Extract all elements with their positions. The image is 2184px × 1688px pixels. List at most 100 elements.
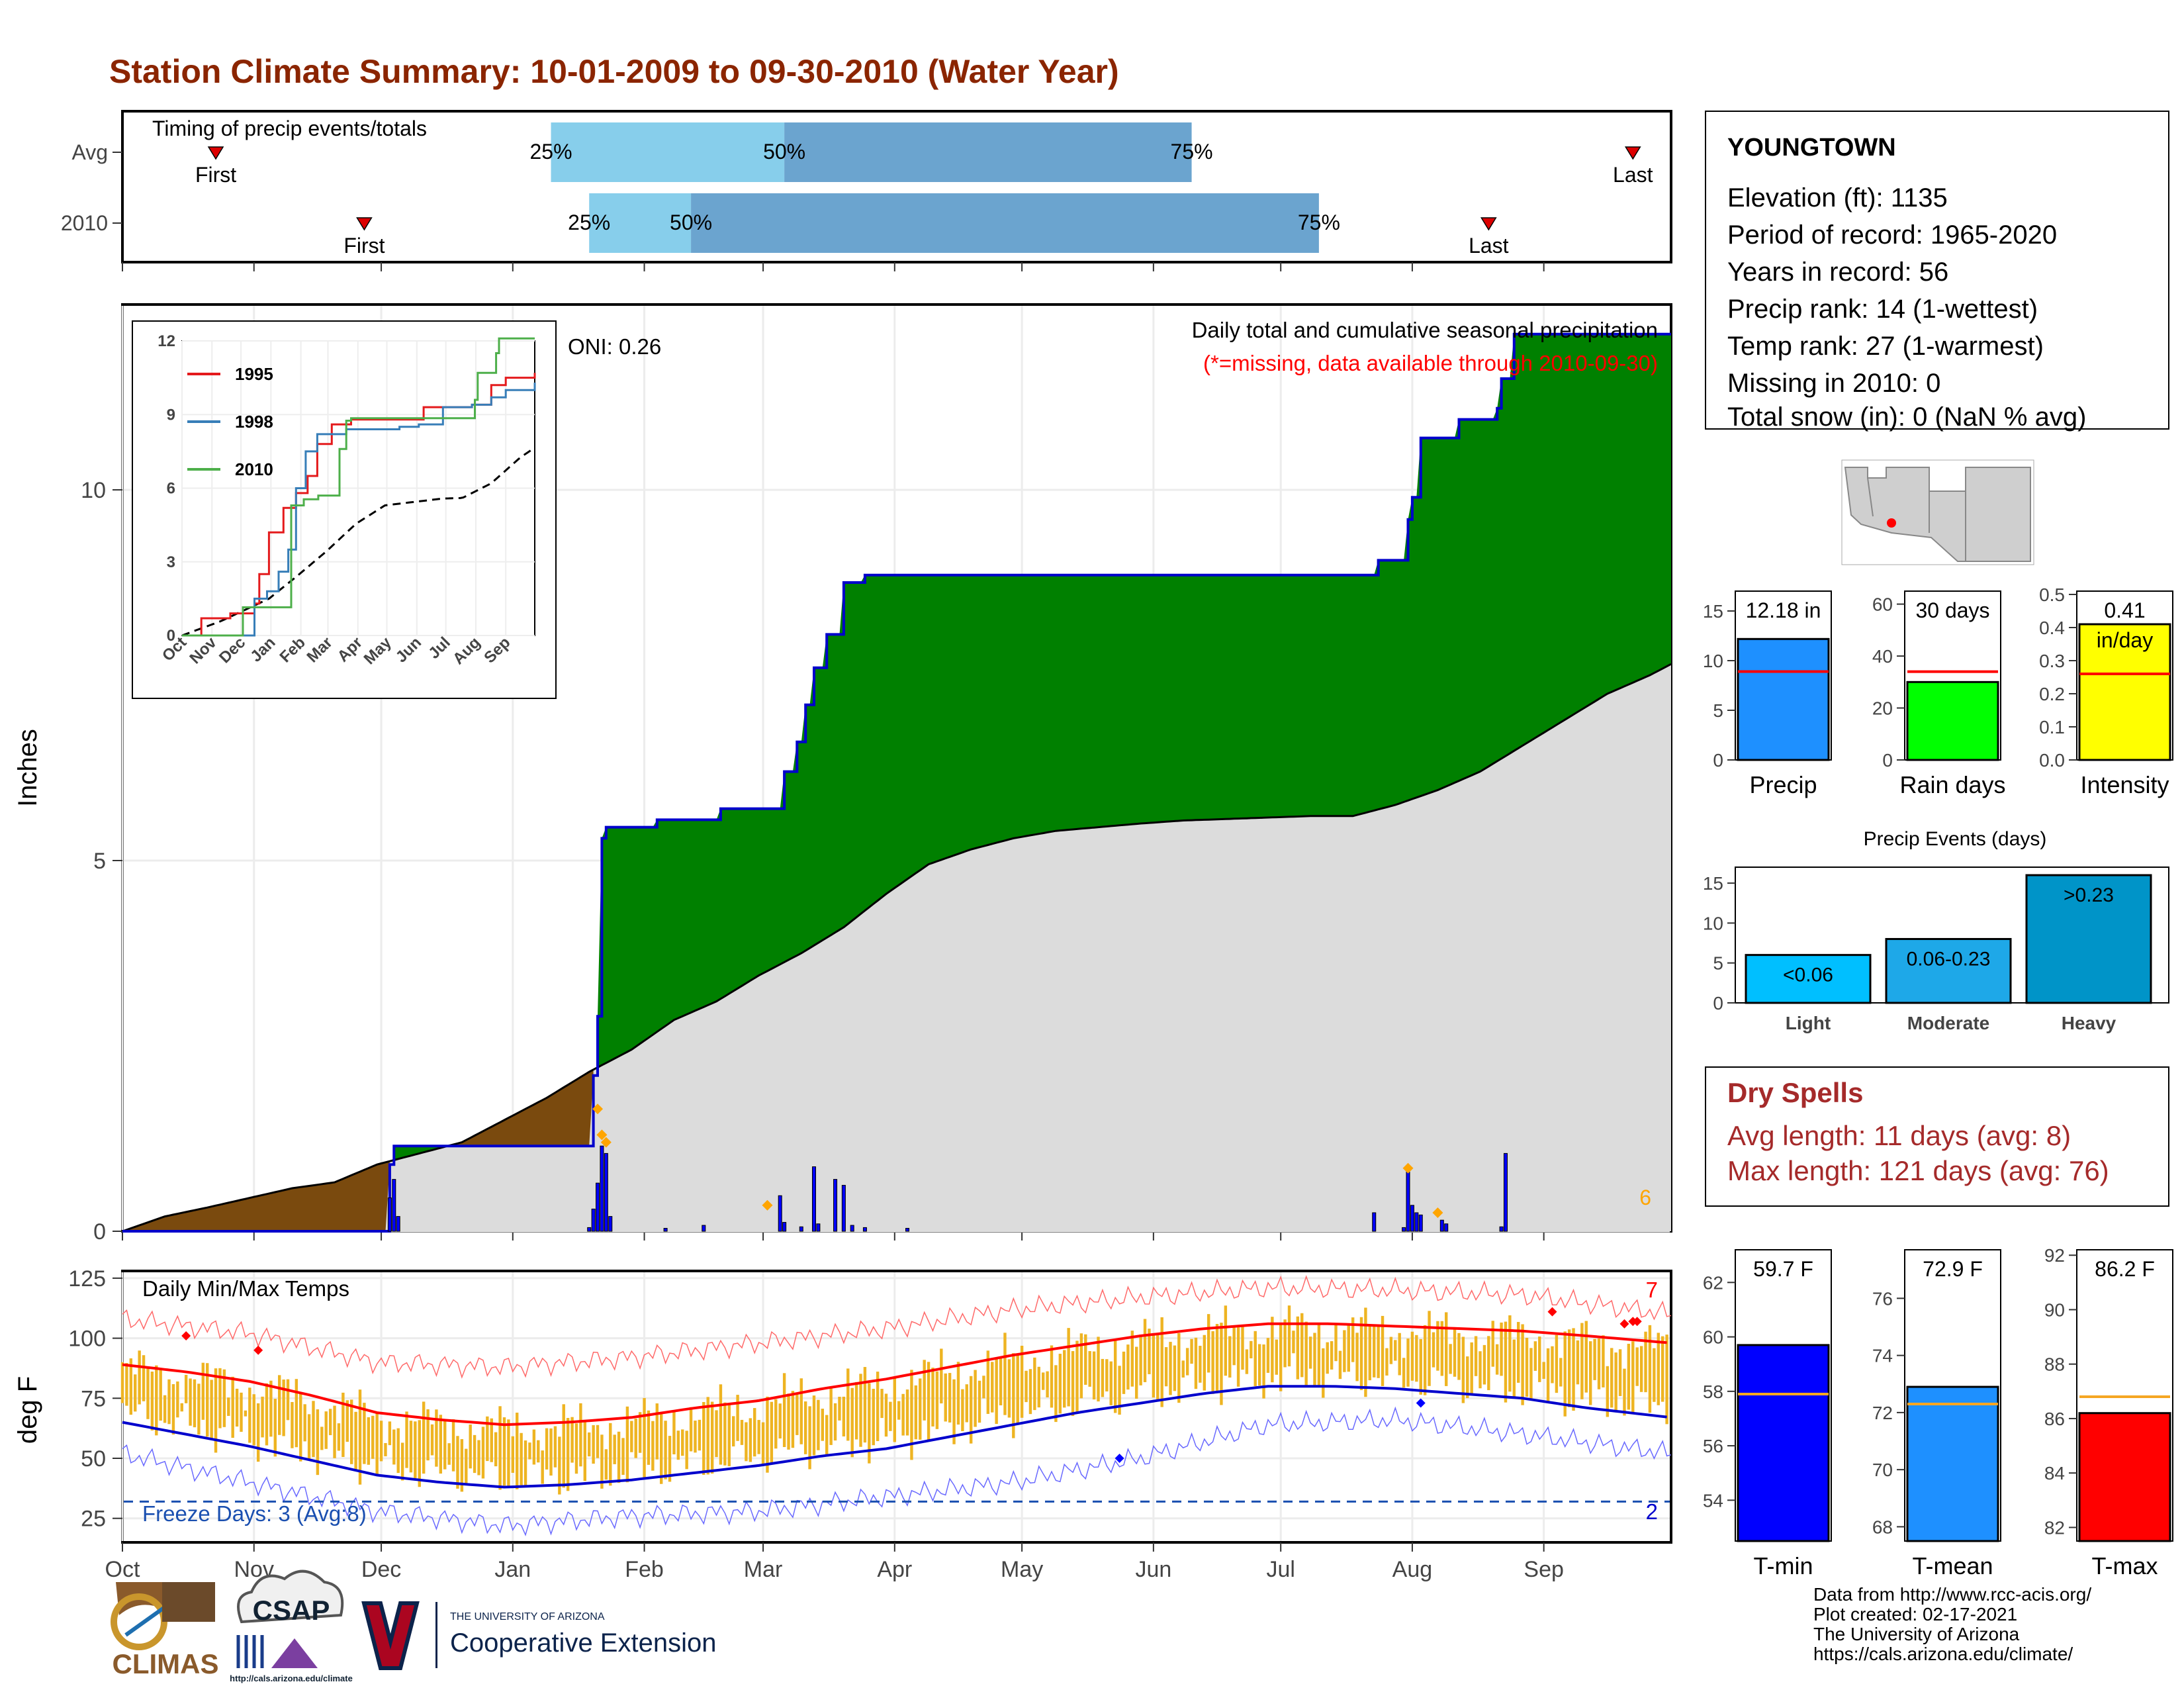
daily-temp-bar bbox=[592, 1425, 595, 1464]
record-low-line bbox=[122, 1406, 1672, 1536]
daily-temp-bar bbox=[193, 1379, 197, 1428]
event-bar bbox=[1745, 954, 1872, 1004]
daily-temp-bar bbox=[1020, 1345, 1024, 1418]
daily-temp-bar bbox=[456, 1436, 459, 1489]
daily-temp-bar bbox=[171, 1383, 175, 1435]
station-line: Temp rank: 27 (1-warmest) bbox=[1727, 332, 2044, 361]
station-line: Missing in 2010: 0 bbox=[1727, 369, 1940, 398]
daily-temp-bar bbox=[150, 1371, 154, 1430]
missing-marker bbox=[762, 1199, 773, 1211]
record-high-marker bbox=[1619, 1319, 1629, 1329]
daily-temp-bar bbox=[553, 1426, 557, 1468]
daily-temp-bar bbox=[1495, 1344, 1499, 1375]
daily-temp-bar bbox=[465, 1448, 468, 1484]
daily-temp-bar bbox=[1199, 1346, 1202, 1383]
timing-bar-q2 bbox=[784, 122, 1192, 182]
daily-temp-bar bbox=[668, 1436, 672, 1482]
daily-temp-bar bbox=[1262, 1344, 1265, 1399]
daily-precip-bar bbox=[816, 1223, 821, 1232]
daily-temp-bar bbox=[1623, 1368, 1626, 1416]
daily-temp-bar bbox=[583, 1422, 586, 1481]
precip-summary-1-category-label: Rain days bbox=[1899, 771, 2005, 798]
daily-precip-bar bbox=[396, 1216, 400, 1232]
events-chart: Precip Events (days) 0 5 10 15 <0.06 Light 0.0… bbox=[1703, 828, 2169, 1033]
precip-summary-1-ytick-label: 20 bbox=[1872, 698, 1893, 719]
event-category-label: Moderate bbox=[1907, 1013, 1989, 1033]
climas-logo: CLIMAS bbox=[111, 1582, 219, 1679]
month-tick-label: Sep bbox=[1524, 1557, 1564, 1582]
daily-temp-bar bbox=[265, 1383, 269, 1446]
event-bar bbox=[1885, 938, 2012, 1004]
daily-temp-bar bbox=[1343, 1330, 1346, 1372]
precip-summary-1-value-label: 30 days bbox=[1915, 598, 1989, 622]
daily-temp-bar bbox=[1449, 1344, 1452, 1374]
daily-temp-bar bbox=[502, 1417, 506, 1486]
record-high-marker bbox=[253, 1345, 263, 1355]
avg-cumulative-line bbox=[122, 663, 1672, 1233]
precip-summary-2-ytick-label: 0.1 bbox=[2039, 717, 2065, 737]
events-ytick-label: 10 bbox=[1703, 913, 1723, 933]
daily-temp-bar bbox=[1639, 1346, 1643, 1392]
daily-temp-bar bbox=[1190, 1338, 1193, 1364]
daily-temp-bar bbox=[676, 1430, 680, 1460]
daily-temp-bar bbox=[222, 1369, 226, 1427]
temp-summary-2-ytick-label: 82 bbox=[2044, 1517, 2065, 1538]
daily-temp-bar bbox=[574, 1423, 578, 1474]
daily-temp-bar bbox=[1415, 1335, 1418, 1382]
daily-temp-bar bbox=[125, 1363, 128, 1406]
daily-temp-bar bbox=[796, 1393, 799, 1435]
daily-temp-bar bbox=[689, 1407, 693, 1452]
inset-ytick-label: 6 bbox=[167, 480, 175, 498]
daily-temp-bar bbox=[1563, 1331, 1567, 1417]
daily-temp-bar bbox=[1606, 1366, 1610, 1417]
daily-temp-bar bbox=[787, 1393, 790, 1450]
daily-temp-bar bbox=[1016, 1354, 1019, 1425]
daily-temp-bar bbox=[766, 1396, 769, 1473]
daily-temp-bar bbox=[345, 1400, 349, 1442]
daily-temp-bar bbox=[1113, 1340, 1117, 1413]
daily-precip-bar bbox=[811, 1166, 816, 1232]
daily-temp-bar bbox=[197, 1383, 201, 1435]
precip-summary-1-ytick-label: 60 bbox=[1872, 594, 1893, 615]
daily-temp-bar bbox=[1618, 1349, 1622, 1396]
daily-temp-bar bbox=[719, 1384, 723, 1465]
daily-temp-bar bbox=[1330, 1341, 1334, 1370]
daily-temp-bar bbox=[638, 1412, 642, 1453]
daily-temp-bar bbox=[1215, 1323, 1219, 1392]
daily-temp-bar bbox=[299, 1393, 302, 1462]
daily-temp-bar bbox=[337, 1423, 341, 1451]
daily-temp-bar bbox=[1445, 1312, 1448, 1386]
daily-temp-bar bbox=[396, 1428, 400, 1474]
daily-temp-bar bbox=[240, 1392, 243, 1432]
daily-temp-bar bbox=[409, 1421, 413, 1473]
daily-temp-bar bbox=[829, 1387, 833, 1445]
month-tick-label: Apr bbox=[877, 1557, 912, 1582]
daily-temp-bar bbox=[520, 1432, 523, 1485]
daily-temp-bar bbox=[884, 1393, 888, 1437]
event-category-label: Heavy bbox=[2062, 1013, 2116, 1033]
daily-temp-bar bbox=[159, 1368, 162, 1421]
temp-panel: Oct Nov Dec Jan Feb Mar Apr May Jun Jul Aug Sep2550… bbox=[13, 1266, 1672, 1582]
timing-bar-q1 bbox=[551, 122, 785, 182]
daily-temp-bar bbox=[808, 1406, 811, 1470]
daily-precip-bar bbox=[1372, 1212, 1377, 1232]
surplus-area bbox=[598, 334, 1671, 1068]
daily-temp-bar bbox=[889, 1401, 892, 1431]
temp-summary-1-category-label: T-mean bbox=[1912, 1552, 1993, 1579]
daily-temp-bar bbox=[974, 1370, 977, 1427]
daily-temp-bar bbox=[1130, 1331, 1134, 1387]
daily-temp-bar bbox=[473, 1434, 477, 1474]
daily-temp-bar bbox=[269, 1380, 273, 1437]
timing-marker-last bbox=[1480, 217, 1497, 231]
daily-temp-bar bbox=[537, 1440, 540, 1463]
temp-summary-1-ytick-label: 72 bbox=[1872, 1403, 1893, 1423]
daily-temp-bar bbox=[579, 1403, 582, 1467]
precip-ytick-label: 5 bbox=[93, 849, 106, 874]
daily-temp-bar bbox=[349, 1399, 353, 1464]
daily-temp-bar bbox=[1512, 1339, 1516, 1397]
daily-temp-bar bbox=[1377, 1325, 1380, 1378]
daily-temp-bar bbox=[1491, 1321, 1494, 1367]
daily-temp-bar bbox=[1457, 1333, 1461, 1380]
daily-temp-bar bbox=[422, 1401, 426, 1474]
daily-temp-bar bbox=[235, 1388, 239, 1427]
